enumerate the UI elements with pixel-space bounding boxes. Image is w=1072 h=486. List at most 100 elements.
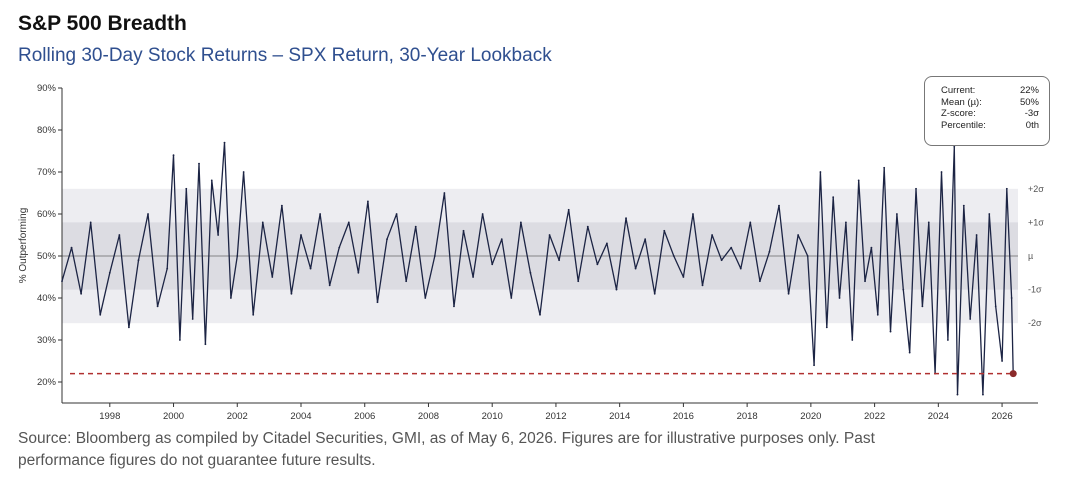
sigma-label: +2σ [1028, 184, 1044, 194]
y-tick-label: 80% [37, 125, 57, 136]
data-point [424, 297, 427, 299]
data-point [223, 141, 226, 144]
data-point [261, 221, 264, 224]
source-note: Source: Bloomberg as compiled by Citadel… [18, 428, 1058, 472]
data-point [921, 305, 924, 308]
data-point [414, 225, 417, 228]
data-point [739, 267, 742, 270]
stat-label: Z-score: [941, 108, 976, 119]
series-layer [61, 141, 1015, 396]
data-point [692, 213, 694, 215]
data-point [519, 221, 522, 224]
data-point [453, 305, 455, 308]
data-point [443, 192, 446, 194]
data-point [787, 292, 790, 295]
data-point [300, 234, 302, 236]
data-point [870, 246, 873, 249]
x-tick-label: 2022 [864, 411, 885, 422]
data-point [953, 145, 956, 148]
x-tick-label: 1998 [99, 411, 120, 422]
data-point [969, 318, 972, 320]
current-point [1009, 370, 1017, 378]
data-point [625, 217, 627, 220]
data-point [108, 271, 111, 274]
data-point [179, 339, 181, 341]
chart-subtitle: Rolling 30-Day Stock Returns – SPX Retur… [18, 45, 552, 66]
data-point [137, 259, 140, 262]
x-tick-label: 2002 [227, 411, 248, 422]
sigma-label: -2σ [1028, 318, 1042, 328]
data-point [606, 242, 608, 245]
stat-value: 0th [1025, 119, 1039, 131]
data-point [280, 204, 283, 207]
data-point [558, 259, 561, 262]
stat-value: 50% [1019, 96, 1039, 108]
y-tick-label: 90% [37, 83, 57, 94]
data-point [1001, 360, 1003, 362]
data-point [128, 326, 130, 329]
data-point [711, 234, 713, 236]
data-point [819, 171, 822, 173]
stat-row-percentile: Percentile: 0th [941, 120, 1039, 132]
data-point [896, 213, 898, 215]
data-point [210, 179, 213, 182]
x-tick-label: 2008 [418, 411, 439, 422]
data-point [596, 263, 599, 266]
axes [61, 88, 1038, 404]
x-tick-label: 2024 [928, 411, 949, 422]
data-point [988, 213, 991, 215]
data-point [328, 284, 331, 287]
data-point [567, 208, 570, 211]
data-point [946, 339, 949, 341]
data-point [682, 276, 685, 278]
data-point [229, 297, 232, 299]
y-tick-label: 70% [37, 167, 57, 178]
data-point [701, 284, 704, 287]
data-point [271, 276, 274, 278]
x-tick-label: 2016 [673, 411, 694, 422]
x-tick-label: 2014 [609, 411, 630, 422]
data-point [982, 393, 984, 396]
data-point [156, 305, 159, 308]
data-point [758, 280, 761, 283]
data-point [204, 343, 207, 346]
data-point [720, 259, 723, 262]
data-point [539, 313, 541, 316]
y-tick-label: 20% [37, 377, 57, 388]
data-point [845, 221, 847, 224]
data-point [99, 313, 102, 316]
data-point [472, 276, 474, 278]
data-point [242, 171, 245, 173]
data-point [813, 364, 815, 367]
data-point [185, 187, 188, 190]
sigma-label: +1σ [1028, 217, 1044, 227]
data-point [491, 263, 494, 266]
data-point [198, 162, 200, 165]
x-tick-label: 2026 [991, 411, 1012, 422]
data-point [1010, 297, 1013, 299]
data-point [864, 280, 866, 283]
data-point [481, 213, 484, 215]
sigma-band-labels: +2σ +1σ µ -1σ -2σ [1028, 184, 1044, 328]
data-point [915, 187, 917, 190]
data-point [1005, 187, 1008, 190]
data-point [857, 179, 860, 182]
stat-value: -3σ [1024, 108, 1039, 119]
data-point [902, 288, 905, 291]
x-tick-label: 2004 [290, 411, 311, 422]
data-point [510, 297, 513, 299]
data-point [61, 280, 63, 283]
x-tick-label: 2000 [163, 411, 184, 422]
breadth-chart: 20% 30% 40% 50% 60% 70% 80% 90% 1998 2000 2002 200… [18, 83, 1044, 422]
x-tick-labels: 1998 2000 2002 2004 2006 2008 2010 2012 2014 2016… [99, 403, 1013, 422]
y-tick-label: 30% [37, 335, 57, 346]
stat-label: Current: [941, 85, 976, 96]
data-point [615, 288, 618, 291]
stat-row-zscore: Z-score: -3σ [941, 108, 1039, 120]
data-point [634, 267, 637, 270]
source-line-2: performance figures do not guarantee fut… [18, 452, 376, 469]
data-point [386, 238, 388, 241]
data-point [825, 326, 828, 329]
data-point [548, 234, 551, 236]
data-point [172, 154, 175, 157]
